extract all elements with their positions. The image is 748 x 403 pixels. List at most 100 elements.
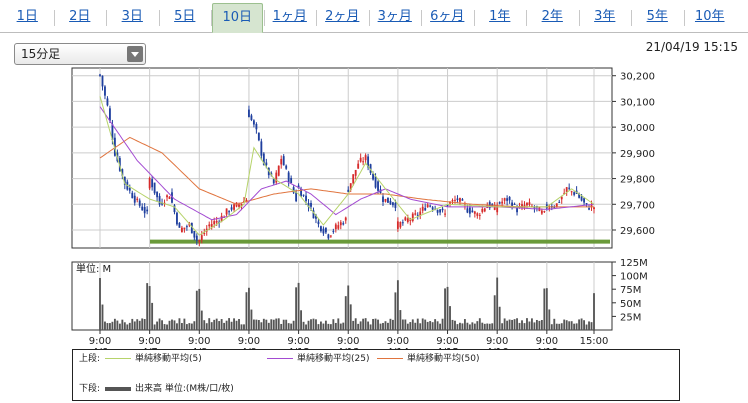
volume-panel xyxy=(71,261,613,331)
tab-13[interactable]: 10年 xyxy=(694,9,725,24)
x-tick-date: 4/19 xyxy=(536,347,558,350)
volume-bar xyxy=(315,319,317,330)
candle-body xyxy=(374,176,377,188)
volume-bar xyxy=(424,319,427,330)
candle-body xyxy=(252,120,255,125)
tab-11[interactable]: 3年 xyxy=(594,9,616,24)
candle-body xyxy=(372,173,374,180)
tab-10[interactable]: 2年 xyxy=(541,9,563,24)
candle-body xyxy=(446,204,449,207)
volume-bar xyxy=(466,322,469,330)
volume-bar xyxy=(220,319,223,330)
volume-bar xyxy=(543,288,546,330)
tab-1[interactable]: 2日 xyxy=(69,9,91,24)
volume-bar xyxy=(292,320,295,330)
candle-body xyxy=(280,158,283,165)
volume-bar xyxy=(431,322,434,330)
candle-body xyxy=(533,207,536,209)
candle-body xyxy=(583,198,585,203)
chevron-down-icon[interactable] xyxy=(127,46,143,62)
tab-separator xyxy=(53,10,55,26)
volume-bar xyxy=(176,323,178,330)
volume-bar xyxy=(136,319,139,330)
volume-bar xyxy=(267,322,270,330)
x-tick-date: 4/13 xyxy=(337,347,359,350)
volume-bar xyxy=(178,318,181,330)
x-tick-time: 9:00 xyxy=(486,336,508,347)
volume-bar xyxy=(243,324,245,330)
candle-body xyxy=(461,199,464,201)
candle-body xyxy=(570,191,573,193)
tab-7[interactable]: 3ヶ月 xyxy=(377,9,412,24)
volume-bar xyxy=(248,287,250,330)
volume-bar xyxy=(195,290,198,330)
tab-0[interactable]: 1日 xyxy=(16,9,38,24)
volume-bar xyxy=(193,321,196,330)
volume-bar xyxy=(396,280,399,330)
candle-body xyxy=(426,204,429,208)
tab-9[interactable]: 1年 xyxy=(489,9,511,24)
tab-12[interactable]: 5年 xyxy=(646,9,668,24)
volume-bar xyxy=(411,319,414,330)
volume-bar xyxy=(409,322,412,330)
volume-bar xyxy=(218,321,221,330)
volume-bar xyxy=(476,321,479,330)
volume-bar xyxy=(272,319,275,330)
tab-8[interactable]: 6ヶ月 xyxy=(430,9,465,24)
candle-body xyxy=(521,204,523,209)
tab-3[interactable]: 5日 xyxy=(174,9,196,24)
volume-bar xyxy=(501,323,504,330)
tab-6[interactable]: 2ヶ月 xyxy=(325,9,360,24)
candle-body xyxy=(481,209,484,212)
volume-bar xyxy=(270,319,273,330)
volume-bar xyxy=(565,320,568,330)
candle-body xyxy=(230,207,233,210)
candle-body xyxy=(168,196,171,199)
tab-2[interactable]: 3日 xyxy=(121,9,143,24)
candle-body xyxy=(352,174,355,184)
candle-body xyxy=(558,201,561,203)
candle-body xyxy=(565,187,568,192)
candle-body xyxy=(389,200,392,205)
candle-body xyxy=(526,202,528,206)
volume-bar xyxy=(568,321,571,330)
volume-bar xyxy=(111,321,114,330)
candle-body xyxy=(287,172,290,183)
candle-body xyxy=(257,132,260,141)
volume-bar xyxy=(223,322,226,330)
tab-5[interactable]: 1ヶ月 xyxy=(272,9,307,24)
volume-bar xyxy=(143,319,146,330)
candle-body xyxy=(248,109,250,118)
volume-bar xyxy=(486,323,489,330)
candle-body xyxy=(411,213,414,221)
volume-bar xyxy=(131,318,134,330)
volume-bar xyxy=(523,323,526,330)
volume-unit-label: 単位: M xyxy=(76,262,111,275)
candle-body xyxy=(240,203,243,207)
candle-body xyxy=(593,207,595,210)
volume-bar xyxy=(337,318,340,330)
candle-body xyxy=(329,235,332,237)
volume-bar xyxy=(320,321,322,330)
volume-bar xyxy=(153,324,156,330)
volume-bar xyxy=(526,318,528,330)
volume-bar xyxy=(300,310,303,330)
x-tick-time: 9:00 xyxy=(188,336,210,347)
candle-body xyxy=(466,208,469,213)
volume-bar xyxy=(113,318,116,330)
volume-bar xyxy=(441,318,444,330)
volume-bar xyxy=(282,319,285,330)
tab-4[interactable]: 10日 xyxy=(212,3,263,33)
candle-body xyxy=(459,198,461,202)
volume-bar xyxy=(215,318,218,330)
volume-bar xyxy=(531,318,533,330)
volume-bar xyxy=(312,318,315,330)
volume-bar xyxy=(459,322,461,330)
volume-bar xyxy=(362,318,365,330)
interval-select[interactable]: 15分足 xyxy=(14,43,146,65)
volume-bar xyxy=(104,321,106,330)
volume-bar xyxy=(446,286,449,330)
candle-body xyxy=(153,182,156,194)
volume-bar xyxy=(444,288,446,330)
candle-body xyxy=(297,185,300,189)
